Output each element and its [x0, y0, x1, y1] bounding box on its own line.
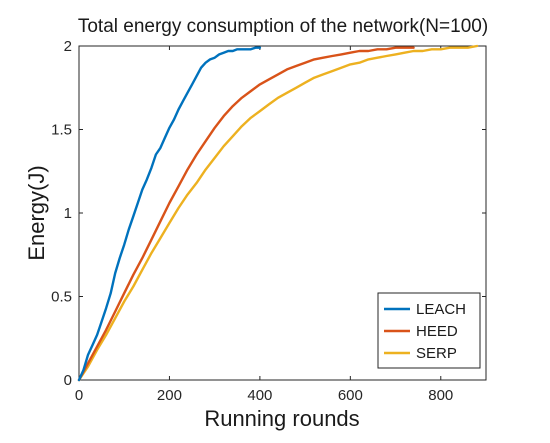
- plot-area: 0 200 400 600 800 0 0.5 1 1.5 2: [51, 38, 487, 404]
- series-line-serp: [77, 44, 479, 382]
- series-lines: [77, 44, 479, 382]
- legend: LEACH HEED SERP: [377, 292, 481, 369]
- x-tick-label: 600: [338, 387, 363, 404]
- y-tick-label: 0.5: [51, 289, 72, 306]
- y-tick-label: 1: [64, 205, 72, 222]
- y-axis-ticks: 0 0.5 1 1.5 2: [51, 38, 486, 389]
- legend-label-leach: LEACH: [416, 301, 466, 318]
- y-tick-label: 2: [64, 38, 72, 55]
- legend-label-serp: SERP: [416, 345, 457, 362]
- series-line-heed: [77, 46, 415, 382]
- series-line-leach: [77, 46, 262, 382]
- x-tick-label: 400: [247, 387, 272, 404]
- chart-title: Total energy consumption of the network(…: [78, 16, 488, 37]
- y-tick-label: 1.5: [51, 122, 72, 139]
- y-tick-label: 0: [64, 372, 72, 389]
- x-tick-label: 0: [75, 387, 83, 404]
- x-tick-label: 200: [157, 387, 182, 404]
- legend-label-heed: HEED: [416, 323, 458, 340]
- x-axis-label: Running rounds: [204, 406, 359, 431]
- x-tick-label: 800: [428, 387, 453, 404]
- y-axis-label: Energy(J): [24, 165, 49, 260]
- x-axis-ticks: 0 200 400 600 800: [75, 46, 453, 404]
